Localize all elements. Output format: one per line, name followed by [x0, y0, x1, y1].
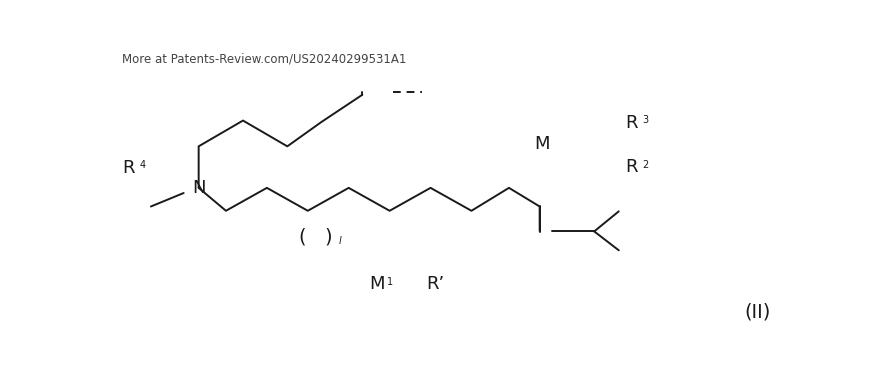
Text: (II): (II) [744, 302, 771, 321]
Text: M: M [534, 135, 550, 153]
Text: More at Patents-Review.com/US20240299531A1: More at Patents-Review.com/US20240299531… [122, 52, 407, 65]
Text: $_2$: $_2$ [642, 157, 649, 171]
Text: M: M [370, 275, 385, 293]
Text: ): ) [325, 227, 332, 246]
Text: R: R [626, 113, 638, 132]
Text: R: R [122, 159, 135, 177]
Text: R’: R’ [426, 275, 444, 293]
Text: $_4$: $_4$ [139, 157, 146, 171]
Text: $_1$: $_1$ [386, 274, 393, 288]
Text: $_3$: $_3$ [642, 112, 649, 126]
Text: R: R [626, 158, 638, 176]
Text: $_l$: $_l$ [339, 233, 343, 247]
Text: N: N [192, 179, 205, 197]
Text: (: ( [298, 227, 306, 246]
